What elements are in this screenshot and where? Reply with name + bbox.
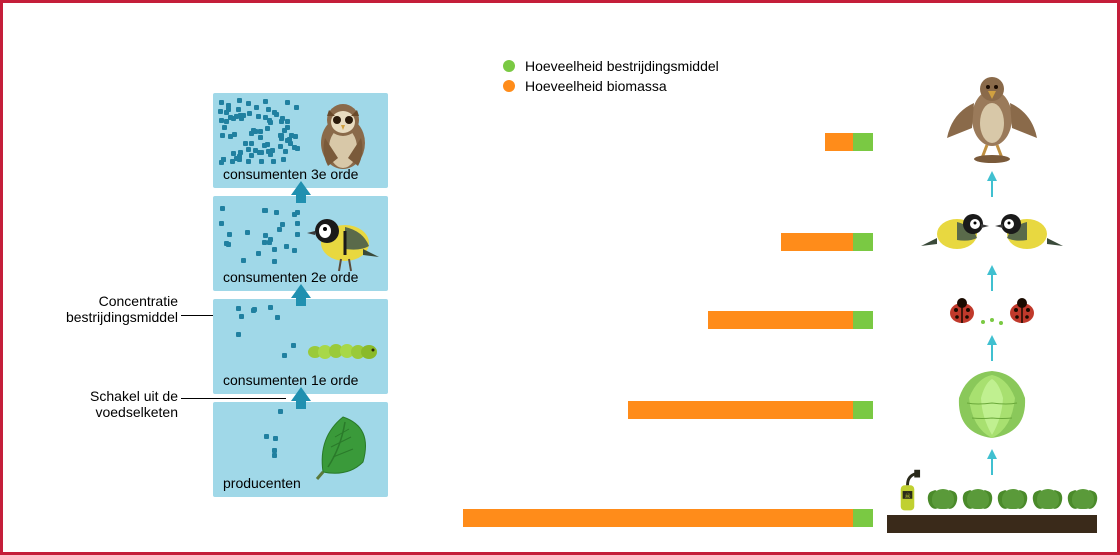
legend-row-biomass: Hoeveelheid biomassa bbox=[503, 78, 719, 94]
bar-row bbox=[463, 133, 873, 151]
sprayer-icon: ☠ bbox=[893, 469, 922, 515]
label-chain-link-text: Schakel uit de voedselketen bbox=[90, 388, 178, 420]
legend: Hoeveelheid bestrijdingsmiddel Hoeveelhe… bbox=[503, 58, 719, 98]
cabbage-icon bbox=[928, 481, 957, 509]
bar-biomass bbox=[463, 509, 853, 527]
legend-swatch-biomass bbox=[503, 80, 515, 92]
bar-biomass bbox=[825, 133, 853, 151]
trophic-box-0: producenten bbox=[213, 402, 388, 497]
bar-pesticide bbox=[853, 401, 873, 419]
fc-arrow-icon bbox=[987, 335, 997, 345]
trophic-label-0: producenten bbox=[223, 475, 301, 491]
arrow-icon bbox=[291, 284, 311, 298]
bar-pesticide bbox=[853, 311, 873, 329]
legend-label-pesticide: Hoeveelheid bestrijdingsmiddel bbox=[525, 58, 719, 74]
legend-swatch-pesticide bbox=[503, 60, 515, 72]
bar-biomass bbox=[708, 311, 853, 329]
arrow-icon bbox=[291, 181, 311, 195]
bar-pesticide bbox=[853, 133, 873, 151]
fc-arrow-icon bbox=[987, 449, 997, 459]
bar-row bbox=[463, 233, 873, 251]
arrow-icon bbox=[291, 387, 311, 401]
fc-arrow-icon bbox=[987, 171, 997, 181]
food-chain: ☠ bbox=[887, 63, 1097, 533]
caterpillar-icon bbox=[303, 334, 383, 369]
cabbage-icon bbox=[1068, 481, 1097, 509]
great-tits-pair-icon bbox=[887, 201, 1097, 261]
legend-label-biomass: Hoeveelheid biomassa bbox=[525, 78, 667, 94]
trophic-box-1: consumenten 1e orde bbox=[213, 299, 388, 394]
bar-row bbox=[463, 509, 873, 527]
svg-text:☠: ☠ bbox=[904, 492, 910, 500]
lettuce-icon bbox=[887, 363, 1097, 443]
trophic-stack: consumenten 3e orde consu bbox=[213, 93, 388, 505]
trophic-label-3: consumenten 3e orde bbox=[223, 166, 358, 182]
dots-level-1 bbox=[218, 304, 303, 374]
label-concentration-text: Concentratie bestrijdingsmiddel bbox=[66, 293, 178, 325]
bar-biomass bbox=[781, 233, 853, 251]
owl-icon bbox=[303, 98, 383, 173]
diagram-frame: Concentratie bestrijdingsmiddel Schakel … bbox=[0, 0, 1120, 555]
cabbage-icon bbox=[998, 481, 1027, 509]
label-chain-link: Schakel uit de voedselketen bbox=[23, 388, 178, 420]
cabbage-row: ☠ bbox=[887, 475, 1097, 515]
great-tit-icon bbox=[303, 201, 383, 276]
cabbage-icon bbox=[963, 481, 992, 509]
trophic-label-2: consumenten 2e orde bbox=[223, 269, 358, 285]
bar-pesticide bbox=[853, 233, 873, 251]
bar-pesticide bbox=[853, 509, 873, 527]
trophic-box-3: consumenten 3e orde bbox=[213, 93, 388, 188]
label-concentration: Concentratie bestrijdingsmiddel bbox=[23, 293, 178, 325]
trophic-label-1: consumenten 1e orde bbox=[223, 372, 358, 388]
trophic-box-2: consumenten 2e orde bbox=[213, 196, 388, 291]
falcon-icon bbox=[887, 63, 1097, 163]
bar-row bbox=[463, 311, 873, 329]
green-specks-icon bbox=[977, 315, 1007, 327]
bar-chart bbox=[463, 133, 873, 527]
leaf-icon bbox=[303, 407, 383, 482]
cabbage-icon bbox=[1033, 481, 1062, 509]
legend-row-pesticide: Hoeveelheid bestrijdingsmiddel bbox=[503, 58, 719, 74]
dots-level-0 bbox=[218, 407, 303, 477]
bar-biomass bbox=[628, 401, 853, 419]
soil-strip bbox=[887, 515, 1097, 533]
fc-arrow-icon bbox=[987, 265, 997, 275]
dots-level-2 bbox=[218, 201, 303, 271]
dots-level-3 bbox=[218, 98, 303, 168]
bar-row bbox=[463, 401, 873, 419]
